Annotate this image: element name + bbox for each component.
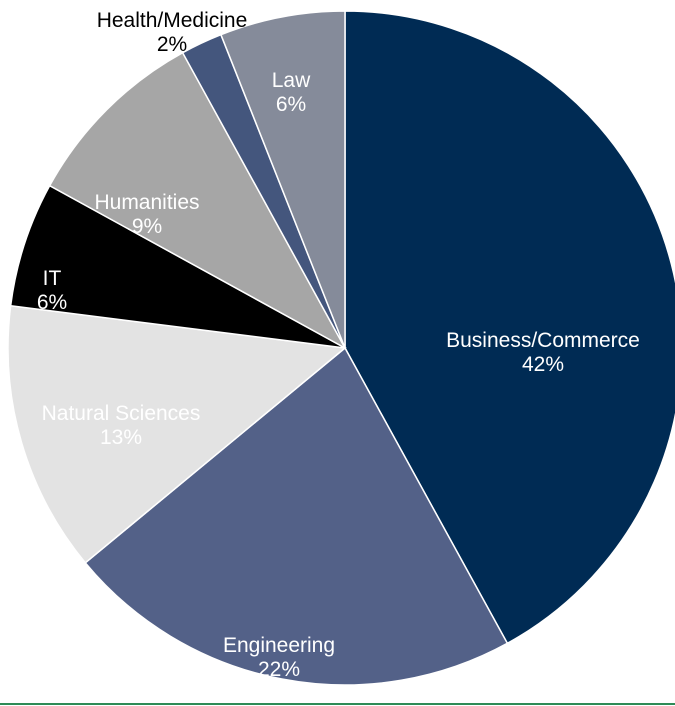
slice-label-name: Humanities bbox=[94, 191, 199, 214]
slice-label-percent: 22% bbox=[258, 658, 300, 681]
slice-label-percent: 2% bbox=[157, 33, 187, 56]
slice-label-percent: 9% bbox=[132, 215, 162, 238]
slices-layer bbox=[7, 10, 675, 686]
pie-slice-engineering bbox=[84, 346, 509, 686]
slice-label-percent: 13% bbox=[100, 426, 142, 449]
slice-label-percent: 6% bbox=[276, 93, 306, 116]
pie-slice-natural-sciences bbox=[7, 304, 347, 564]
slice-label-it: IT6% bbox=[37, 267, 67, 314]
slice-label-percent: 42% bbox=[522, 353, 564, 376]
bottom-divider bbox=[0, 703, 675, 705]
slice-label-name: Natural Sciences bbox=[42, 402, 201, 425]
pie-slice-humanities bbox=[48, 51, 347, 350]
slice-label-name: Engineering bbox=[223, 634, 335, 657]
pie-slice-business-commerce bbox=[344, 10, 675, 645]
slice-label-name: Law bbox=[272, 69, 311, 92]
slice-label-name: Business/Commerce bbox=[446, 329, 640, 352]
slice-label-percent: 6% bbox=[37, 291, 67, 314]
pie-slice-it bbox=[9, 184, 346, 349]
pie-slice-law bbox=[219, 10, 346, 349]
slice-label-name: Health/Medicine bbox=[97, 9, 248, 32]
slice-label-name: IT bbox=[43, 267, 62, 290]
